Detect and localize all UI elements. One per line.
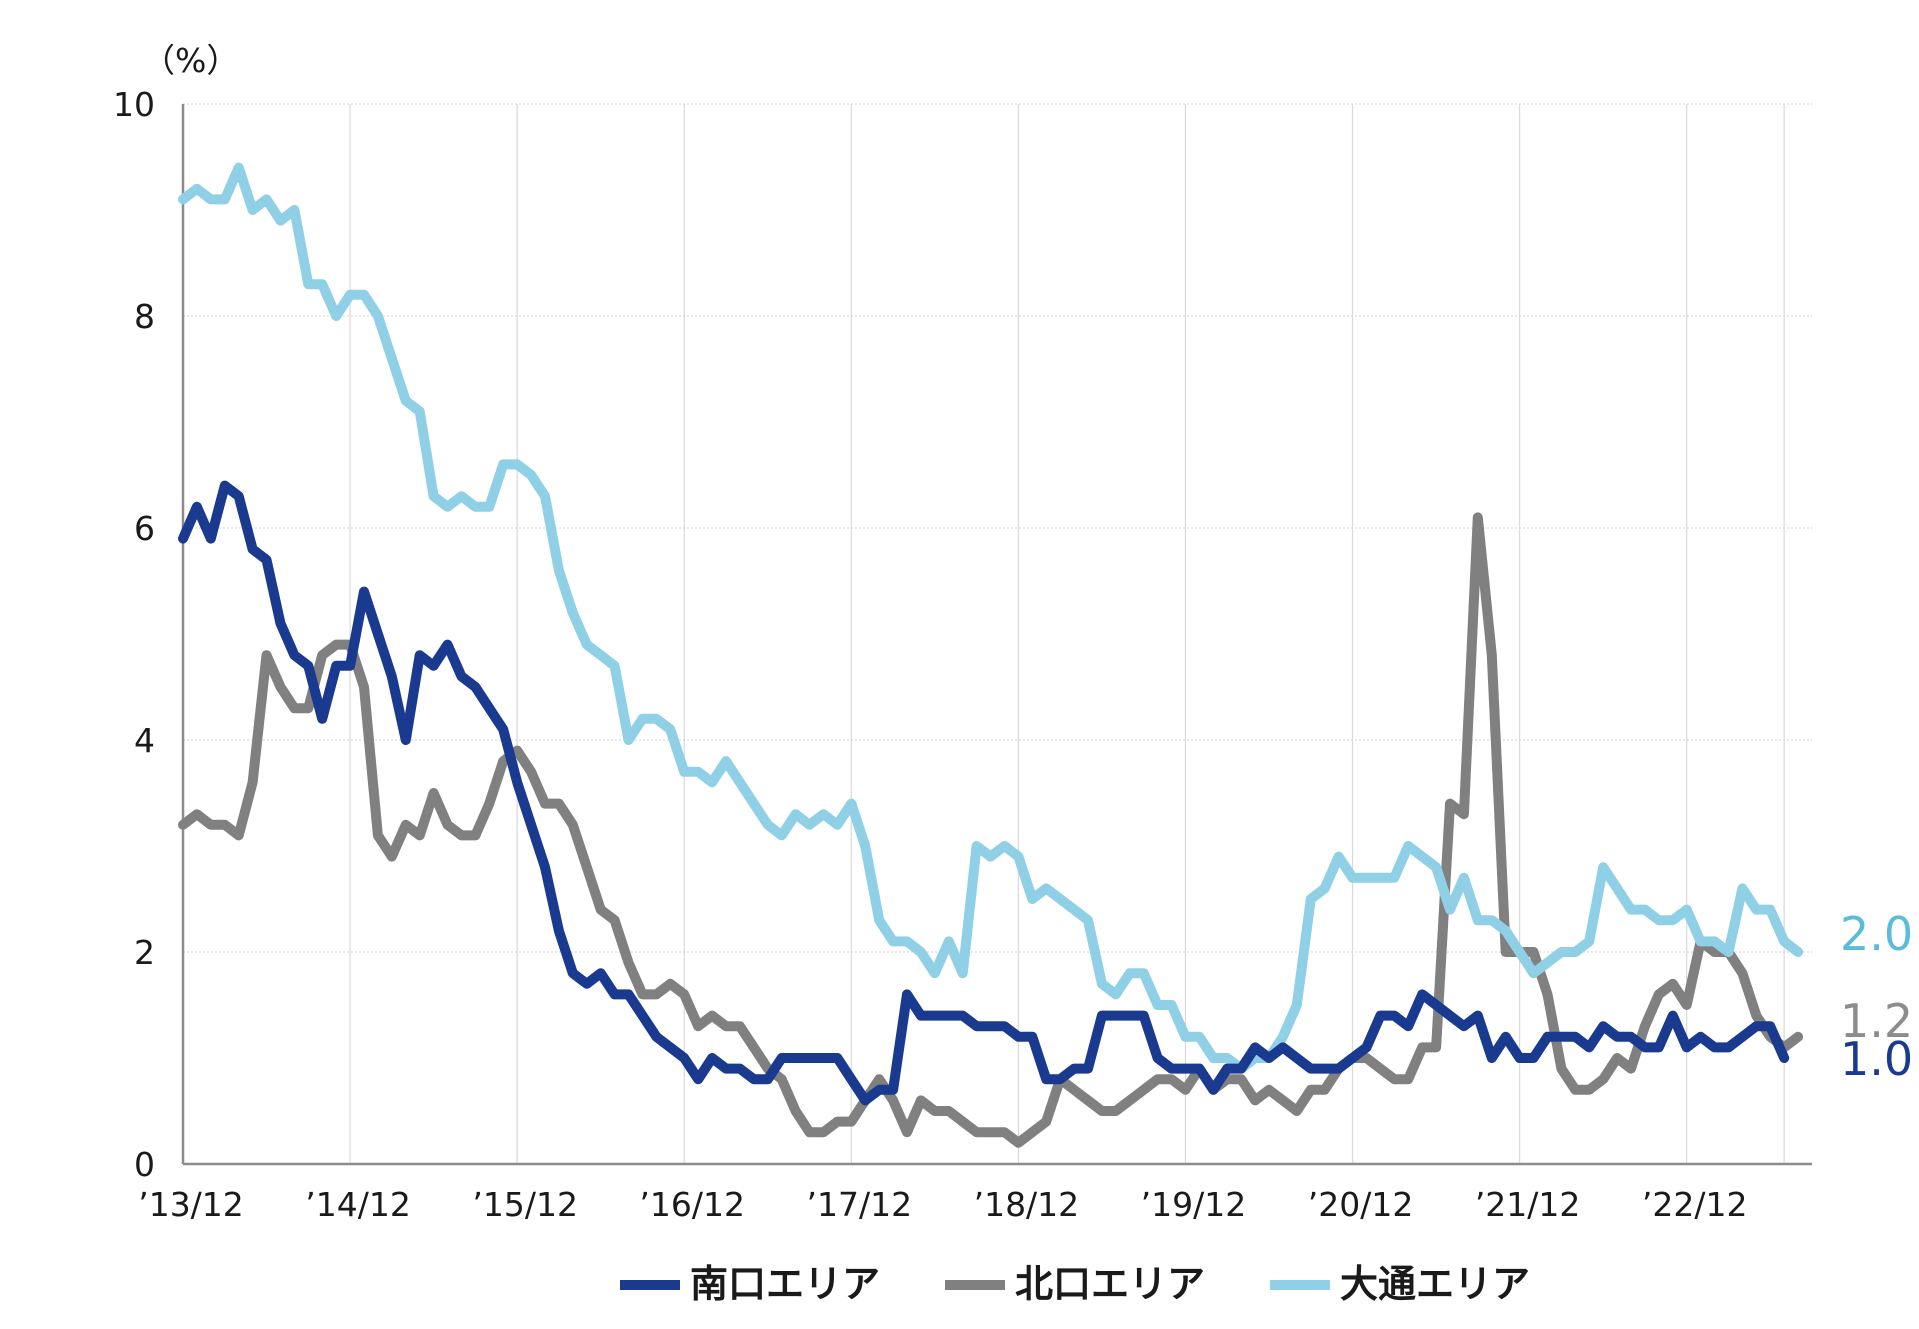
y-tick-label: 6 xyxy=(134,509,155,548)
x-tick-label: ’15/12 xyxy=(472,1185,578,1224)
x-tick-label: ’17/12 xyxy=(807,1185,913,1224)
x-tick-label: ’22/12 xyxy=(1642,1185,1748,1224)
y-unit-label: （%） xyxy=(142,41,239,80)
x-tick-label: ’18/12 xyxy=(974,1185,1080,1224)
x-tick-label: ’19/12 xyxy=(1141,1185,1247,1224)
end-value-label: 1.2 xyxy=(1840,994,1913,1048)
end-value-label: 1.0 xyxy=(1840,1032,1913,1086)
x-tick-label: ’20/12 xyxy=(1308,1185,1414,1224)
series-lines xyxy=(178,162,1804,1148)
x-tick-labels: ’13/12 ’14/12 ’15/12 ’16/12 ’17/12 ’18/12 ’19/… xyxy=(138,1185,1747,1224)
y-tick-label: 4 xyxy=(134,721,155,760)
legend-label: 北口エリア xyxy=(1015,1262,1205,1306)
y-tick-label: 2 xyxy=(134,933,155,972)
legend: 南口エリア 北口エリア 大通エリア xyxy=(620,1262,1530,1306)
y-tick-label: 0 xyxy=(134,1145,155,1184)
series-line-1 xyxy=(178,512,1804,1148)
x-tick-label: ’21/12 xyxy=(1475,1185,1581,1224)
y-tick-label: 10 xyxy=(113,85,155,124)
legend-label: 大通エリア xyxy=(1340,1262,1530,1306)
end-value-labels: 1.01.2 2.0 xyxy=(1840,907,1913,1086)
y-tick-label: 8 xyxy=(134,297,155,336)
series-line-2 xyxy=(178,162,1804,1074)
end-value-label: 2.0 xyxy=(1840,907,1913,961)
x-tick-label: ’14/12 xyxy=(305,1185,411,1224)
x-tick-label: ’13/12 xyxy=(138,1185,244,1224)
legend-label: 南口エリア xyxy=(690,1262,880,1306)
y-tick-labels: 0 2 4 6 8 10 xyxy=(113,85,155,1184)
x-tick-label: ’16/12 xyxy=(639,1185,745,1224)
series-line-0 xyxy=(178,480,1790,1106)
axes xyxy=(181,104,1812,1166)
grid-lines xyxy=(183,103,1812,1164)
